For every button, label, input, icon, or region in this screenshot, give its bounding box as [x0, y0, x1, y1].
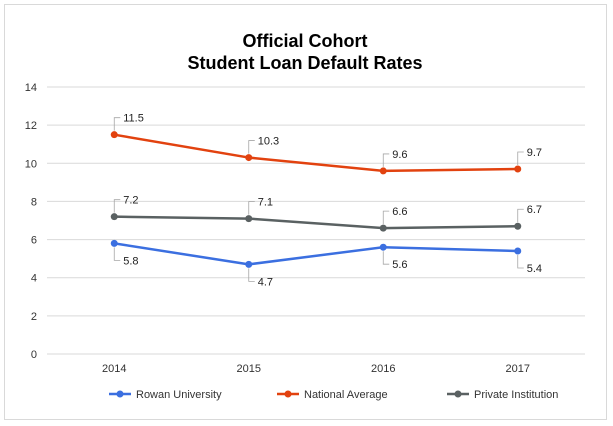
- data-label: 11.5: [123, 113, 144, 125]
- y-tick-label: 6: [31, 235, 37, 247]
- y-tick-label: 12: [25, 120, 37, 132]
- data-label-leader: [113, 117, 121, 131]
- data-label: 7.1: [258, 197, 273, 209]
- gridlines: [47, 86, 585, 355]
- data-label-leader: [248, 268, 255, 282]
- data-point: [379, 167, 387, 175]
- x-axis-ticks: 2014 2015 2016 2017: [102, 363, 530, 375]
- chart-title-line-1: Official Cohort: [243, 31, 368, 51]
- legend-entry: National Average: [277, 389, 388, 401]
- data-point: [514, 247, 522, 255]
- legend-entry: Private Institution: [447, 389, 558, 401]
- legend-entry: Rowan University: [109, 389, 222, 401]
- series-line: [114, 133, 518, 173]
- data-point: [110, 213, 118, 221]
- chart-title-line-2: Student Loan Default Rates: [187, 53, 422, 73]
- legend-label: National Average: [304, 389, 388, 401]
- data-label: 4.7: [258, 276, 273, 288]
- series-line: [114, 242, 518, 266]
- y-tick-label: 14: [25, 82, 37, 94]
- x-tick-label: 2015: [237, 363, 261, 375]
- data-label-leader: [113, 247, 121, 261]
- data-point: [110, 131, 118, 139]
- data-label: 6.6: [392, 206, 407, 218]
- legend-swatch-marker: [284, 390, 292, 398]
- series-national-average: 11.5 10.3 9.6 9.7: [110, 113, 542, 175]
- data-point: [245, 154, 253, 162]
- data-label-leader: [517, 208, 524, 223]
- data-point: [514, 222, 522, 230]
- y-tick-label: 0: [31, 349, 37, 361]
- x-tick-label: 2017: [506, 363, 530, 375]
- data-point: [379, 243, 387, 251]
- data-label: 5.4: [527, 263, 542, 275]
- data-label-leader: [382, 153, 390, 167]
- chart-svg: Official Cohort Student Loan Default Rat…: [25, 31, 585, 401]
- data-label-leader: [248, 140, 255, 154]
- y-tick-label: 2: [31, 311, 37, 323]
- data-label-leader: [382, 251, 390, 265]
- data-point: [245, 260, 253, 268]
- data-label: 5.6: [392, 259, 407, 271]
- data-label-leader: [382, 210, 390, 225]
- data-label-leader: [113, 199, 121, 213]
- series-layer: 5.8 4.7 5.6 5.4 11.5 10.3 9.6 9.7 7.2 7.1 6.6 6.7: [110, 113, 542, 288]
- data-label: 9.7: [527, 147, 542, 159]
- legend: Rowan University National Average Private …: [109, 389, 558, 401]
- series-line: [114, 215, 518, 230]
- series-rowan-university: 5.8 4.7 5.6 5.4: [110, 239, 542, 288]
- data-label: 9.6: [392, 149, 407, 161]
- x-tick-label: 2014: [102, 363, 126, 375]
- legend-swatch-marker: [454, 390, 462, 398]
- data-label-leader: [517, 255, 524, 269]
- y-tick-label: 10: [25, 158, 37, 170]
- data-label: 7.2: [123, 195, 138, 207]
- legend-swatch-marker: [116, 390, 124, 398]
- data-label-leader: [248, 201, 255, 215]
- legend-label: Rowan University: [136, 389, 222, 401]
- data-label: 5.8: [123, 255, 138, 267]
- chart-frame: Official Cohort Student Loan Default Rat…: [4, 4, 607, 420]
- data-point: [110, 239, 118, 247]
- y-tick-label: 4: [31, 273, 37, 285]
- data-label-leader: [517, 151, 524, 166]
- y-tick-label: 8: [31, 196, 37, 208]
- data-point: [514, 165, 522, 173]
- data-point: [379, 224, 387, 232]
- series-private-institution: 7.2 7.1 6.6 6.7: [110, 195, 542, 232]
- data-label: 10.3: [258, 136, 279, 148]
- y-axis-ticks: 0 2 4 6 8 10 12 14: [25, 82, 37, 361]
- legend-label: Private Institution: [474, 389, 558, 401]
- data-label: 6.7: [527, 204, 542, 216]
- x-tick-label: 2016: [371, 363, 395, 375]
- data-point: [245, 215, 253, 223]
